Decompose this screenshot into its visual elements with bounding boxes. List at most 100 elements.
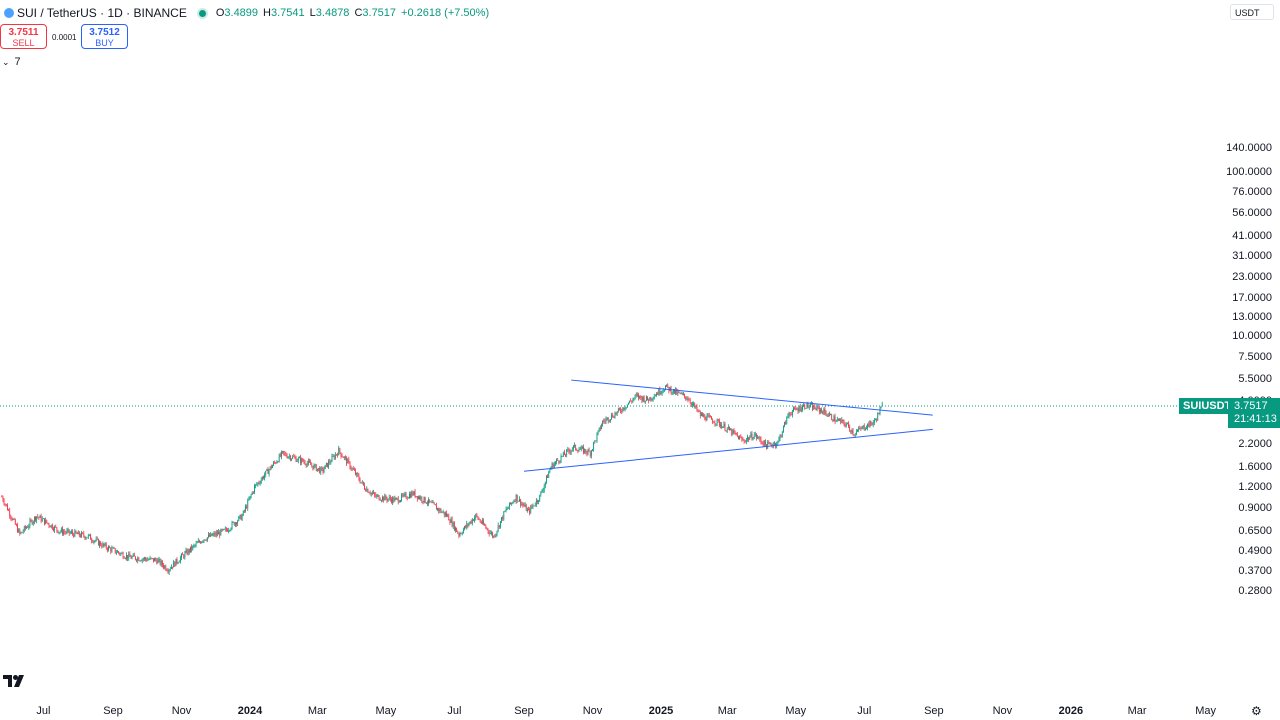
candle-body — [106, 548, 108, 551]
candle-body — [367, 488, 369, 493]
candle-body — [635, 394, 637, 396]
candle-body — [118, 551, 120, 553]
symbol-title[interactable]: SUI / TetherUS · 1D · BINANCE — [17, 6, 187, 20]
sell-button[interactable]: 3.7511 SELL — [0, 24, 47, 49]
candle-body — [660, 393, 662, 394]
candle-body — [714, 422, 716, 424]
candle-body — [443, 511, 445, 516]
candle-body — [318, 468, 319, 469]
candle-body — [738, 435, 739, 440]
candle-body — [357, 472, 359, 476]
candle-body — [101, 545, 103, 547]
candle-body — [601, 425, 602, 429]
candle-body — [165, 565, 167, 570]
candle-body — [852, 430, 854, 435]
candle-body — [855, 431, 857, 435]
candle-body — [644, 400, 646, 402]
candle-body — [805, 408, 807, 409]
candle-body — [770, 443, 772, 446]
candle-body — [128, 553, 130, 559]
candle-body — [46, 519, 48, 523]
candle-body — [68, 529, 70, 534]
candle-body — [817, 406, 819, 408]
candle-body — [578, 449, 580, 452]
candle-body — [674, 389, 675, 394]
candle-body — [59, 531, 61, 533]
candle-body — [38, 517, 40, 518]
candle-body — [681, 393, 683, 395]
candle-body — [169, 568, 171, 570]
time-axis-tick: May — [375, 705, 397, 717]
candle-body — [221, 529, 223, 531]
candle-body — [23, 526, 25, 532]
candle-body — [839, 419, 840, 421]
chevron-down-icon: ⌄ — [2, 56, 10, 67]
candle-body — [17, 525, 18, 533]
candle-body — [405, 493, 407, 499]
candle-body — [131, 556, 133, 559]
price-axis[interactable]: 140.0000 100.0000 76.0000 56.0000 41.0000 31.… — [1226, 0, 1280, 700]
candle-body — [446, 513, 447, 517]
candle-body — [834, 416, 836, 422]
candle-body — [716, 419, 718, 424]
candle-body — [847, 423, 848, 425]
tradingview-logo[interactable] — [3, 675, 27, 694]
trendline[interactable] — [523, 428, 933, 472]
candle-body — [242, 510, 244, 516]
candle-body — [35, 516, 36, 521]
candle-body — [531, 506, 533, 508]
candle-body — [502, 517, 504, 520]
time-axis-tick: Jul — [857, 705, 872, 717]
candle-body — [211, 533, 213, 536]
price-chart[interactable] — [0, 0, 1228, 700]
candle-body — [324, 464, 326, 470]
candle-body — [878, 412, 880, 415]
candle-body — [622, 407, 624, 412]
candle-body — [503, 511, 505, 520]
trendlines-layer[interactable] — [523, 379, 933, 472]
candle-body — [599, 427, 601, 429]
candle-body — [753, 434, 755, 439]
candle-body — [205, 540, 207, 542]
time-axis[interactable]: Jul Sep Nov 2024 Mar May Jul Sep Nov 2025 Mar May Ju… — [0, 700, 1228, 720]
candle-body — [677, 391, 679, 394]
candle-body — [393, 497, 395, 502]
candle-body — [213, 533, 215, 535]
candle-body — [639, 395, 641, 399]
candle-body — [401, 494, 402, 501]
candle-body — [136, 559, 137, 561]
indicators-toggle[interactable]: ⌄ 7 — [2, 56, 21, 68]
candle-body — [283, 451, 285, 454]
candle-body — [310, 462, 312, 465]
candle-body — [626, 404, 628, 408]
candle-body — [826, 415, 828, 417]
currency-selector[interactable]: USDT — [1230, 4, 1274, 20]
candle-body — [296, 460, 298, 462]
candle-body — [404, 493, 406, 495]
candle-body — [329, 461, 331, 463]
candle-body — [86, 537, 88, 539]
candle-body — [549, 469, 551, 473]
candle-body — [299, 457, 300, 459]
time-axis-tick: Sep — [514, 705, 534, 717]
candle-body — [442, 511, 444, 513]
candle-body — [498, 525, 500, 528]
candle-body — [267, 469, 269, 474]
buy-button[interactable]: 3.7512 BUY — [81, 24, 128, 49]
settings-gear-icon[interactable]: ⚙ — [1251, 704, 1262, 718]
trendline[interactable] — [571, 379, 933, 416]
time-axis-tick: May — [785, 705, 807, 717]
candle-body — [411, 492, 413, 498]
candle-body — [491, 532, 492, 534]
candle-body — [90, 534, 91, 540]
candle-body — [461, 533, 463, 534]
candle-body — [672, 389, 674, 393]
candle-body — [191, 546, 193, 550]
candle-body — [722, 426, 724, 428]
candle-body — [754, 433, 756, 435]
candle-body — [63, 531, 64, 534]
candle-body — [248, 499, 250, 501]
candle-body — [392, 497, 394, 503]
candle-body — [510, 502, 511, 505]
candle-body — [576, 449, 578, 451]
